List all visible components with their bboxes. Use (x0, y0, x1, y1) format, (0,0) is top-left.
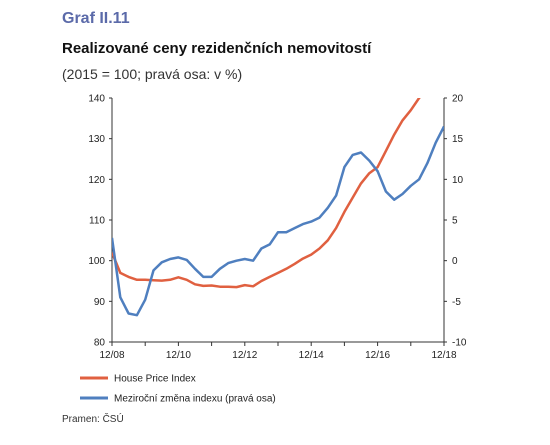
series-line-yoy-change (112, 125, 444, 317)
y-left-tick-label: 90 (94, 297, 106, 308)
y-right-tick-label: 10 (452, 175, 464, 186)
y-right-tick-label: 5 (452, 216, 458, 227)
source-note: Pramen: ČSÚ (62, 414, 124, 425)
legend-label: House Price Index (114, 374, 196, 385)
y-left-tick-label: 120 (88, 175, 105, 186)
chart-subtitle: (2015 = 100; pravá osa: v %) (62, 66, 243, 82)
y-right-tick-label: -5 (452, 297, 461, 308)
x-tick-label: 12/08 (99, 350, 124, 361)
y-right-tick-label: 15 (452, 134, 464, 145)
y-left-tick-label: 130 (88, 134, 105, 145)
y-right-tick-label: -10 (452, 338, 467, 349)
y-left-tick-label: 140 (88, 94, 105, 105)
chart-title: Realizované ceny rezidenčních nemovitost… (62, 40, 372, 57)
x-tick-label: 12/10 (166, 350, 191, 361)
x-tick-label: 12/16 (365, 350, 390, 361)
x-tick-label: 12/14 (299, 350, 324, 361)
x-tick-label: 12/18 (431, 350, 456, 361)
x-tick-label: 12/12 (232, 350, 257, 361)
y-left-tick-label: 100 (88, 256, 105, 267)
y-right-tick-label: 20 (452, 94, 464, 105)
y-left-tick-label: 80 (94, 338, 106, 349)
y-right-tick-label: 0 (452, 256, 458, 267)
series-line-house-price-index (112, 98, 421, 289)
y-left-tick-label: 110 (89, 216, 105, 227)
legend-label: Meziroční změna indexu (pravá osa) (114, 394, 276, 405)
figure-label: Graf II.11 (62, 10, 130, 27)
